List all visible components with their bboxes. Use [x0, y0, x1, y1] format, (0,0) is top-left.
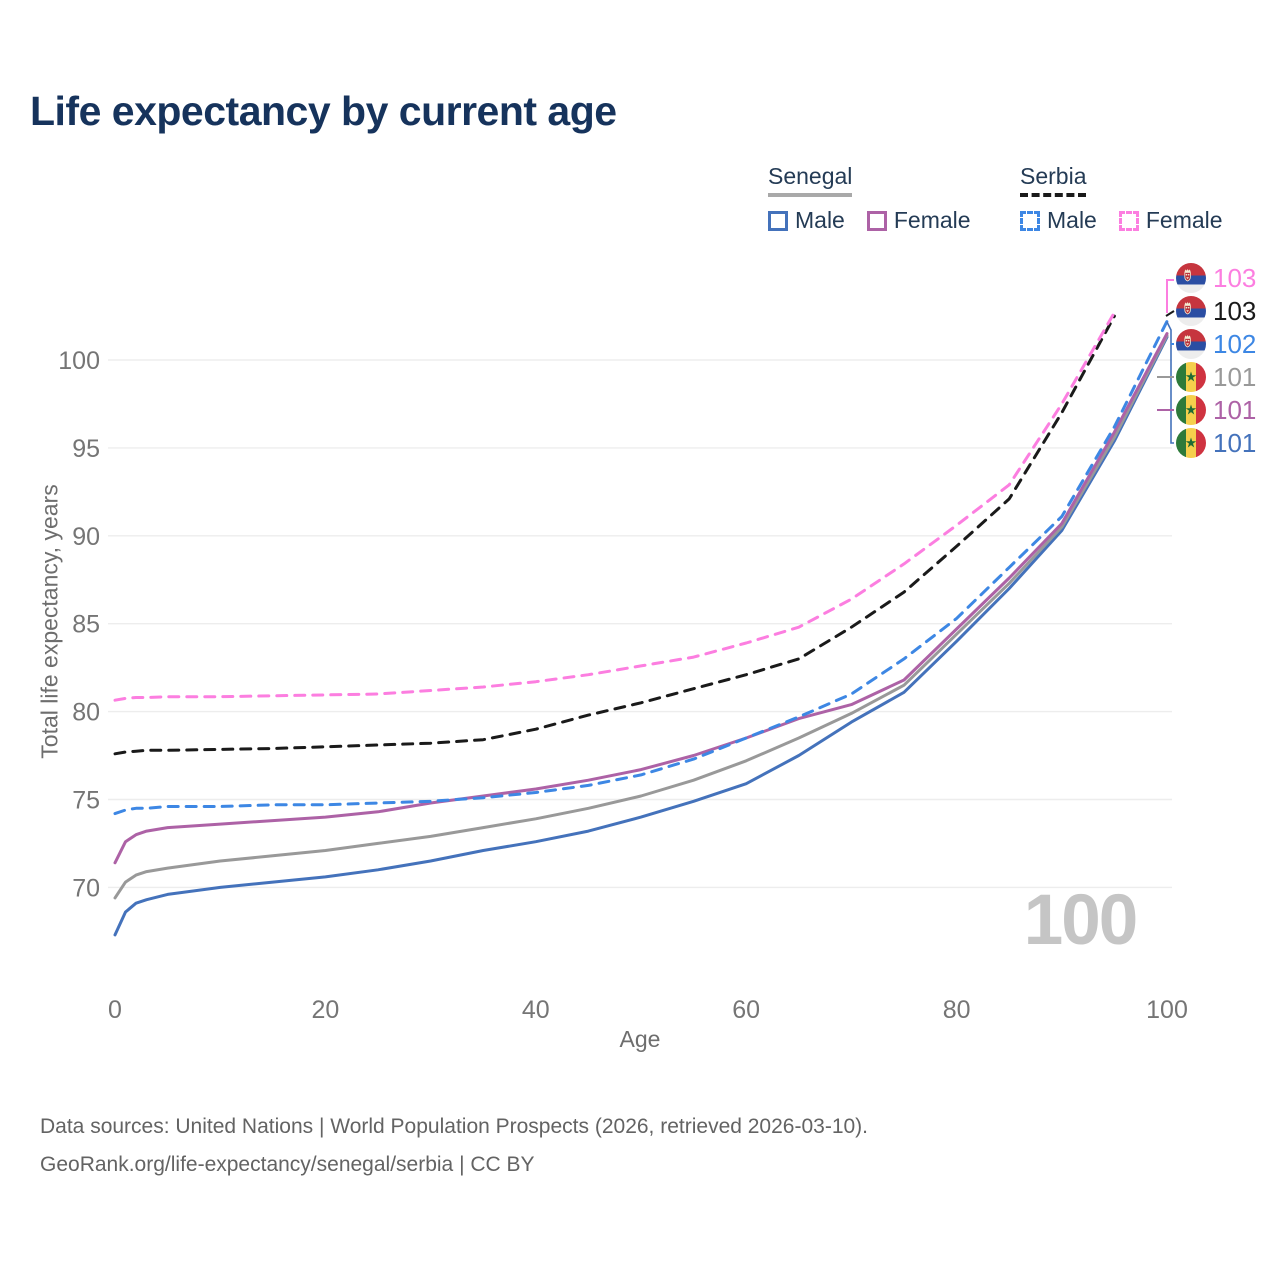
senegal-flag-icon [1176, 428, 1206, 458]
gridlines [108, 359, 1172, 889]
end-label-senegal-male: 101 [1176, 428, 1256, 458]
series-line-senegal-male[interactable] [113, 335, 1169, 937]
legend-item-serbia-female[interactable]: Female [1118, 207, 1223, 234]
end-label-serbia-male: 102 [1176, 329, 1256, 359]
series-line-serbia-male[interactable] [113, 319, 1169, 816]
series-line-senegal[interactable] [113, 333, 1169, 900]
x-tick-label: 20 [311, 996, 339, 1024]
series-line-serbia-female[interactable] [113, 311, 1116, 702]
end-label-serbia-female: 103 [1176, 263, 1256, 293]
end-label-value: 103 [1213, 296, 1257, 326]
x-tick-label: 80 [943, 996, 971, 1024]
data-source-note: Data sources: United Nations | World Pop… [40, 1108, 1240, 1184]
serbia-male-swatch-icon [1020, 210, 1040, 231]
legend-group-serbia: Serbia Male Female [1020, 163, 1223, 234]
x-axis-tick-labels: 0 20 40 60 80 100 [108, 996, 1188, 1024]
y-axis-tick-labels: 70 75 80 85 90 95 100 [58, 347, 100, 902]
legend-item-senegal-male[interactable]: Male [768, 207, 845, 234]
leader-serbia-female [1166, 279, 1174, 313]
y-tick-label: 70 [72, 874, 100, 902]
senegal-male-swatch-icon [768, 210, 788, 231]
legend-item-label: Female [1145, 207, 1223, 233]
legend-item-label: Male [795, 207, 845, 233]
legend-group-title-senegal: Senegal [768, 163, 853, 197]
y-tick-label: 95 [72, 435, 100, 463]
x-tick-label: 60 [732, 996, 760, 1024]
end-label-value: 101 [1213, 362, 1257, 392]
serbia-flag-icon [1176, 329, 1206, 359]
y-tick-label: 75 [72, 787, 100, 815]
end-label-value: 101 [1213, 428, 1257, 458]
series-line-senegal-female[interactable] [113, 332, 1169, 865]
leader-serbia [1165, 310, 1175, 317]
serbia-female-swatch-icon [1118, 210, 1139, 231]
end-label-senegal-female: 101 [1176, 395, 1256, 425]
x-tick-label: 100 [1146, 996, 1188, 1024]
legend-item-label: Female [893, 207, 971, 233]
leader-spine [1166, 321, 1174, 444]
end-label-senegal: 101 [1176, 362, 1256, 392]
x-axis-title: Age [619, 1026, 661, 1052]
series-lines [113, 311, 1169, 937]
legend-item-serbia-male[interactable]: Male [1020, 207, 1097, 234]
y-tick-label: 100 [58, 347, 100, 375]
legend-item-senegal-female[interactable]: Female [866, 207, 971, 234]
end-label-value: 103 [1213, 263, 1257, 293]
series-line-serbia[interactable] [113, 314, 1116, 756]
serbia-flag-icon [1176, 296, 1206, 326]
end-label-leader-lines [1157, 279, 1175, 444]
y-tick-label: 80 [72, 699, 100, 727]
senegal-flag-icon [1176, 395, 1206, 425]
y-tick-label: 85 [72, 611, 100, 639]
y-tick-label: 90 [72, 523, 100, 551]
x-tick-label: 0 [108, 996, 122, 1024]
serbia-flag-icon [1176, 263, 1206, 293]
end-label-value: 101 [1213, 395, 1257, 425]
legend-item-label: Male [1047, 207, 1097, 233]
legend-group-title-serbia: Serbia [1020, 163, 1087, 197]
end-label-value: 102 [1213, 329, 1257, 359]
x-tick-label: 40 [522, 996, 550, 1024]
attribution-line: GeoRank.org/life-expectancy/senegal/serb… [40, 1153, 535, 1176]
senegal-flag-icon [1176, 362, 1206, 392]
page-title: Life expectancy by current age [30, 88, 617, 134]
senegal-female-swatch-icon [866, 210, 887, 231]
legend-group-senegal: Senegal Male Female [768, 163, 971, 234]
y-axis-title: Total life expectancy, years [36, 484, 63, 759]
data-source-line: Data sources: United Nations | World Pop… [40, 1115, 869, 1138]
current-age-watermark: 100 [1023, 881, 1138, 960]
end-label-serbia: 103 [1176, 296, 1256, 326]
